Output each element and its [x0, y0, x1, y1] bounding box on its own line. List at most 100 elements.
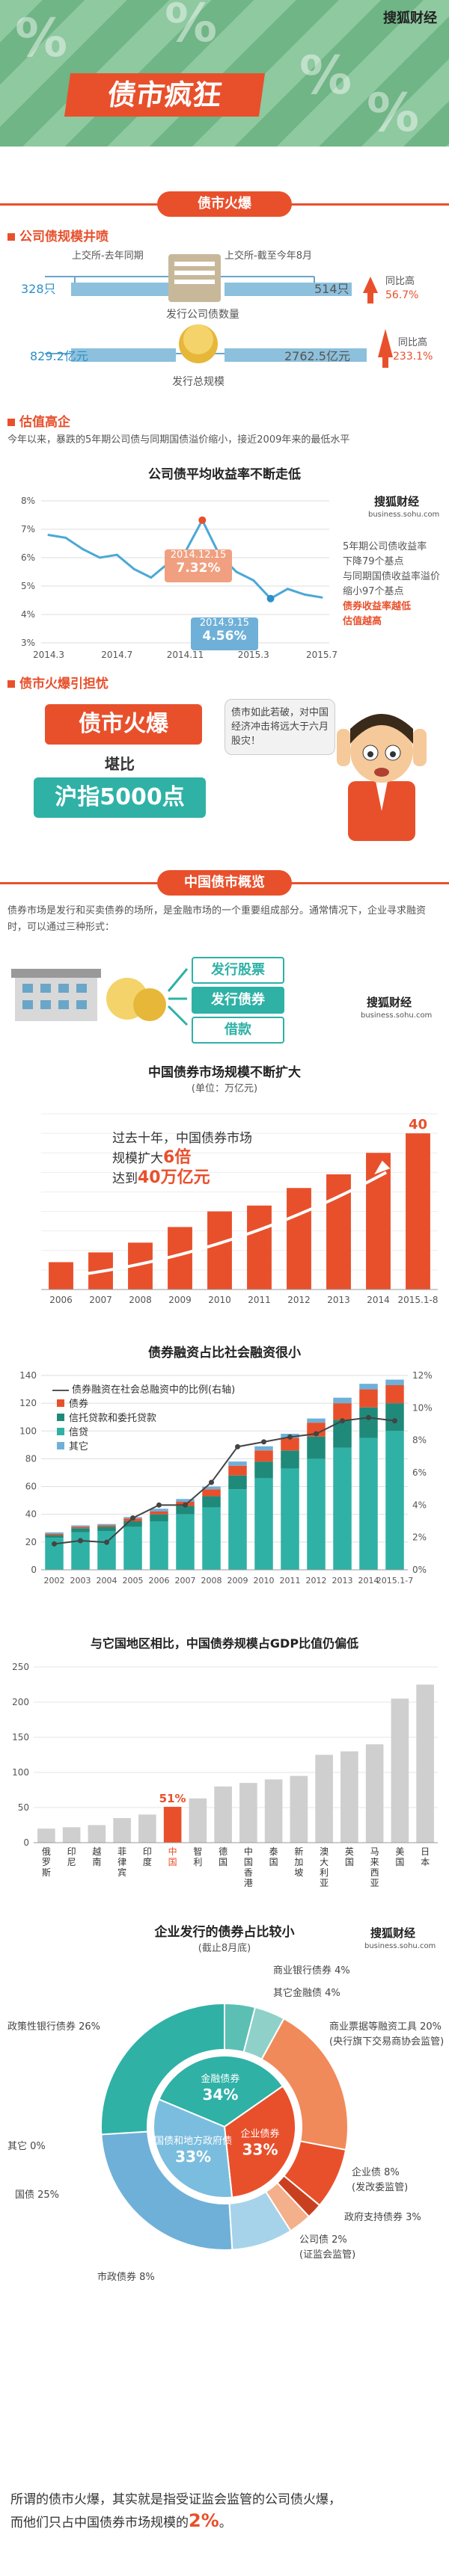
- stacked-bar-segment: [281, 1468, 299, 1570]
- caption: 发行总规模: [172, 376, 224, 388]
- ratio-point: [261, 1439, 266, 1445]
- stacked-bar-segment: [71, 1525, 90, 1527]
- footer-text-part: 而他们只占中国债券市场规模的: [10, 2515, 189, 2530]
- x-tick-label: 智利: [193, 1846, 202, 1867]
- value-label: 829.2亿元: [30, 349, 88, 363]
- trend-arrow-head: [374, 1160, 391, 1174]
- x-tick-label: 2014.3: [33, 650, 64, 660]
- stacked-bar-segment: [228, 1465, 247, 1476]
- hero-bg-percent: %: [367, 82, 420, 144]
- section-header: 中国债市概览: [0, 867, 449, 899]
- x-tick-char: 利: [193, 1857, 202, 1867]
- stacked-bar-segment: [333, 1447, 352, 1570]
- x-tick-label: 2012: [306, 1576, 327, 1586]
- annotation-highlight: 40万亿元: [138, 1168, 210, 1187]
- slice-value: 33%: [242, 2141, 278, 2159]
- y-tick-label: 200: [12, 1697, 29, 1707]
- stacked-bar-segment: [281, 1438, 299, 1451]
- annotation-line: 规模扩大6倍: [112, 1148, 252, 1168]
- legend-item: 信托贷款和委托贷款: [52, 1411, 235, 1426]
- callout-value: 7.32%: [176, 561, 221, 576]
- subheading-text: 债市火爆引担忧: [19, 677, 109, 691]
- x-tick-label: 2012: [287, 1295, 311, 1305]
- x-tick-char: 加: [294, 1857, 303, 1867]
- stacked-bar-segment: [45, 1533, 64, 1535]
- company-building-icon: [11, 968, 189, 1026]
- x-tick-label: 美国: [395, 1846, 404, 1867]
- x-tick-char: 亚: [370, 1878, 379, 1888]
- issuance-graphic: [45, 254, 393, 368]
- stacked-bar-segment: [228, 1461, 247, 1466]
- y-tick-label: 8%: [21, 496, 35, 506]
- x-tick-label: 2014: [367, 1295, 390, 1305]
- x-tick-char: 菲: [117, 1846, 126, 1857]
- callout-high: 2014.12.15 7.32%: [165, 549, 232, 582]
- yield-line-chart: 3%4%5%6%7%8%2014.3 2014.7 2014.11 2015.3 201…: [21, 496, 337, 660]
- bond-to-gdp-chart: 050100150200250俄罗斯印尼越南菲律宾印度中国51%智利德国中国香港…: [12, 1662, 438, 1888]
- data-point: [320, 596, 323, 599]
- y-tick-label: 5%: [21, 581, 35, 591]
- footer-line: 而他们只占中国债券市场规模的2%。: [10, 2510, 439, 2533]
- x-tick-char: 澳: [320, 1846, 329, 1857]
- y-tick-label: 4%: [21, 609, 35, 620]
- scale-annotation: 过去十年，中国债券市场 规模扩大6倍 达到40万亿元: [112, 1129, 252, 1189]
- data-point: [252, 579, 255, 582]
- stacked-bar-segment: [150, 1514, 168, 1521]
- stacked-bar-segment: [254, 1461, 273, 1479]
- subheading-text: 估值高企: [19, 415, 70, 430]
- x-tick-char: 国: [219, 1857, 227, 1867]
- slice-label: 企业债券: [241, 2128, 280, 2140]
- legend-label: 其它: [69, 1441, 89, 1452]
- outer-label: (证监会监管): [299, 2249, 355, 2261]
- stacked-bar-segment: [307, 1418, 326, 1423]
- x-tick-char: 港: [244, 1878, 253, 1888]
- stacked-bar-segment: [71, 1532, 90, 1570]
- stacked-bar-segment: [359, 1384, 378, 1390]
- big-label: 债市火爆: [45, 704, 202, 745]
- outer-label: (央行旗下交易商协会监管): [329, 2036, 444, 2047]
- x-tick-label: 2014.11: [167, 650, 204, 660]
- x-tick-label: 2007: [89, 1295, 112, 1305]
- x-tick-char: 律: [117, 1857, 126, 1867]
- x-tick-label: 2014.7: [101, 650, 132, 660]
- stacked-bar-segment: [281, 1450, 299, 1469]
- sohu-url: business.sohu.com: [364, 1942, 436, 1950]
- body-text: 债券市场是发行和买卖债券的场所，是金融市场的一个重要组成部分。通常情况下，企业寻…: [7, 905, 427, 933]
- ratio-point: [392, 1418, 397, 1424]
- x-tick-label: 德国: [219, 1846, 227, 1867]
- data-point: [115, 553, 118, 556]
- bar: [207, 1211, 232, 1289]
- stacked-bar-segment: [202, 1507, 221, 1570]
- stacked-bar-segment: [307, 1436, 326, 1459]
- x-tick-label: 2013: [327, 1295, 350, 1305]
- slice-label: 国债和地方政府债: [154, 2135, 232, 2147]
- stacked-bar-segment: [202, 1489, 221, 1497]
- callout-date: 2014.12.15: [170, 549, 227, 561]
- stacked-bar-segment: [202, 1496, 221, 1508]
- sohu-logo: 搜狐财经: [367, 996, 412, 1009]
- x-tick-char: 国: [345, 1857, 354, 1867]
- stacked-bar-segment: [202, 1486, 221, 1490]
- x-tick-char: 罗: [42, 1857, 51, 1867]
- growth-value: 56.7%: [385, 289, 419, 301]
- stacked-bar-segment: [45, 1535, 64, 1538]
- x-tick-label: 澳大利亚: [320, 1846, 329, 1888]
- y-tick-label: 80: [25, 1453, 37, 1464]
- annotation-line: 过去十年，中国债券市场: [112, 1131, 252, 1146]
- x-tick-label: 2009: [168, 1295, 192, 1305]
- chart-title: 公司债平均收益率不断走低: [148, 467, 301, 482]
- x-tick-label: 2006: [49, 1295, 73, 1305]
- x-tick-char: 俄: [42, 1846, 51, 1857]
- bullet-icon: [7, 233, 15, 241]
- x-tick-char: 中: [168, 1846, 177, 1857]
- x-tick-char: 利: [320, 1867, 329, 1878]
- x-tick-label: 中国香港: [244, 1846, 253, 1888]
- ratio-point: [52, 1541, 57, 1547]
- x-tick-char: 本: [421, 1857, 430, 1867]
- x-tick-char: 度: [143, 1856, 152, 1867]
- x-tick-label: 2009: [227, 1576, 248, 1586]
- option-box: 发行债券: [192, 987, 284, 1014]
- data-point: [286, 588, 289, 591]
- data-point: [235, 570, 238, 573]
- sohu-logo: 搜狐财经: [383, 10, 437, 26]
